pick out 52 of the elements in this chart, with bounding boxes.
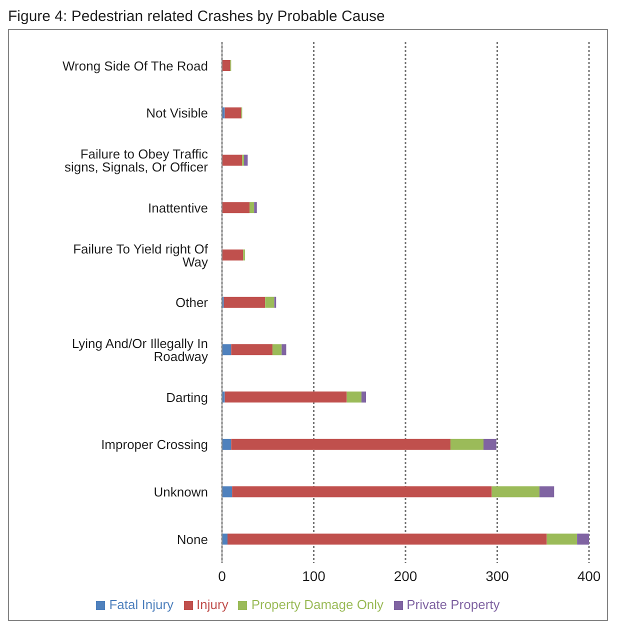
bar — [346, 392, 362, 403]
bar — [228, 534, 547, 545]
bar — [231, 438, 450, 450]
bar — [361, 392, 366, 403]
bar — [450, 438, 484, 450]
bar — [222, 534, 228, 545]
x-tick-label: 200 — [394, 568, 418, 584]
bar — [265, 296, 274, 308]
y-tick-label: Unknown — [154, 484, 208, 500]
chart-title: Figure 4: Pedestrian related Crashes by Probable Cause — [8, 8, 386, 25]
y-tick-label: Not Visible — [146, 106, 208, 121]
bar — [222, 107, 225, 118]
bar — [232, 486, 492, 498]
legend-label: Private Property — [406, 597, 500, 612]
bar — [222, 438, 232, 450]
bar — [254, 202, 257, 214]
bar — [224, 107, 242, 118]
legend-label: Fatal Injury — [109, 597, 174, 612]
y-tick-label: Wrong Side Of The Road — [62, 58, 208, 74]
bar — [222, 392, 225, 403]
x-tick-label: 0 — [218, 568, 226, 584]
bar — [222, 249, 244, 260]
x-tick-label: 400 — [577, 568, 601, 584]
bar — [222, 60, 230, 71]
bar — [539, 486, 554, 498]
y-tick-label: Inattentive — [148, 200, 208, 216]
bar — [222, 202, 250, 214]
y-tick-label: Lying And/Or Illegally In Roadway — [72, 336, 208, 364]
x-tick-label: 100 — [302, 568, 326, 584]
bar — [222, 486, 232, 498]
bar — [282, 344, 286, 356]
bar — [231, 344, 272, 356]
bar — [272, 344, 282, 356]
bar — [492, 486, 540, 498]
y-tick-label: Darting — [166, 390, 208, 405]
legend-label: Injury — [196, 597, 228, 612]
bar — [577, 534, 589, 545]
legend-label: Property Damage Only — [251, 597, 384, 612]
bar — [224, 296, 266, 308]
bar — [546, 534, 578, 545]
bar — [222, 154, 242, 166]
y-tick-label: Failure To Yield right Of Way — [73, 241, 208, 270]
bar — [483, 438, 496, 450]
x-tick-label: 300 — [486, 568, 510, 584]
bar — [224, 392, 347, 403]
y-tick-label: Improper Crossing — [101, 437, 208, 452]
y-tick-label: Other — [175, 295, 209, 310]
bar — [244, 154, 248, 166]
y-tick-label: None — [176, 532, 208, 547]
bar — [250, 202, 254, 214]
y-tick-label: Failure to Obey Traffic signs, Signals, Or Officer — [64, 146, 209, 175]
bar — [222, 344, 232, 356]
